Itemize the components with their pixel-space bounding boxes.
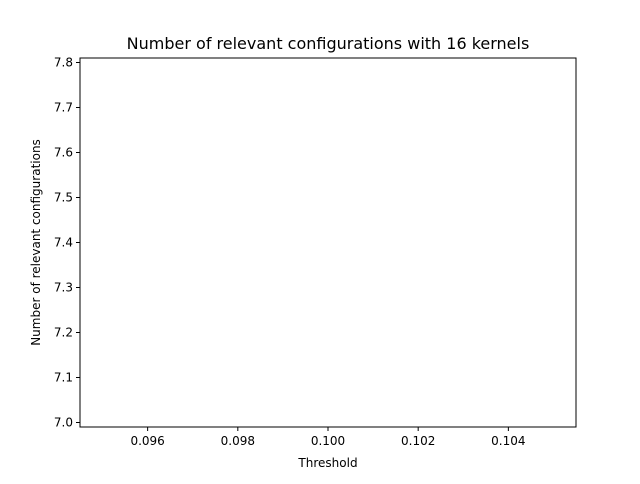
x-tick-label: 0.098 [221,434,255,448]
y-axis-label: Number of relevant configurations [29,139,43,346]
y-tick-label: 7.3 [54,281,73,295]
x-tick-label: 0.096 [130,434,164,448]
y-tick-label: 7.1 [54,371,73,385]
x-axis-label: Threshold [297,456,357,470]
x-tick-label: 0.102 [401,434,435,448]
y-tick-label: 7.5 [54,191,73,205]
y-tick-label: 7.2 [54,326,73,340]
x-tick-label: 0.104 [491,434,525,448]
y-axis-ticks: 7.0 7.1 7.2 7.3 7.4 7.5 7.6 7.7 7.8 [54,56,80,430]
x-axis-ticks: 0.096 0.098 0.100 0.102 0.104 [130,427,526,448]
y-tick-label: 7.0 [54,416,73,430]
plot-area-frame [79,57,577,428]
y-tick-label: 7.4 [54,236,73,250]
chart-title: Number of relevant configurations with 1… [127,34,530,53]
y-tick-label: 7.6 [54,146,73,160]
y-tick-label: 7.7 [54,101,73,115]
y-tick-label: 7.8 [54,56,73,70]
x-tick-label: 0.100 [311,434,345,448]
